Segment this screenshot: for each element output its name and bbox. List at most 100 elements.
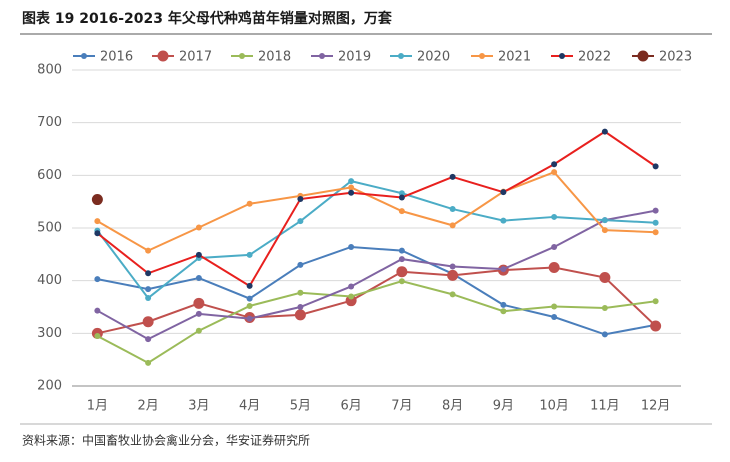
x-tick-label: 1月 — [87, 399, 108, 414]
series-line — [97, 245, 656, 336]
data-point — [500, 189, 507, 196]
data-point — [449, 206, 456, 213]
data-point — [294, 309, 306, 321]
data-point — [398, 190, 405, 197]
data-point — [246, 200, 253, 207]
data-point — [195, 327, 202, 334]
data-point — [246, 251, 253, 258]
data-point — [601, 128, 608, 135]
data-point — [398, 247, 405, 254]
data-point — [145, 359, 152, 366]
legend-label: 2017 — [179, 50, 212, 65]
data-point — [348, 178, 355, 185]
x-tick-label: 6月 — [340, 399, 361, 414]
legend-marker — [637, 50, 649, 62]
data-point — [348, 293, 355, 300]
data-point — [297, 289, 304, 296]
data-point — [398, 256, 405, 263]
x-tick-label: 9月 — [493, 399, 514, 414]
data-point — [195, 310, 202, 317]
x-tick-label: 8月 — [442, 399, 463, 414]
data-point — [348, 243, 355, 250]
data-point — [297, 304, 304, 310]
data-point — [195, 251, 202, 258]
data-point — [246, 295, 253, 302]
data-point — [94, 218, 101, 225]
data-point — [652, 207, 659, 214]
data-point — [551, 161, 558, 168]
data-point — [94, 230, 101, 237]
data-point — [650, 320, 662, 332]
y-tick-label: 200 — [37, 379, 62, 394]
y-tick-label: 300 — [37, 326, 62, 341]
data-point — [145, 286, 152, 293]
data-point — [551, 169, 558, 176]
data-point — [601, 227, 608, 234]
data-point — [447, 269, 459, 281]
y-tick-label: 500 — [37, 221, 62, 236]
series-line — [96, 280, 656, 364]
data-point — [551, 314, 558, 321]
x-tick-label: 10月 — [539, 399, 569, 414]
data-point — [246, 315, 253, 322]
legend-marker — [157, 50, 169, 62]
series-line — [97, 266, 657, 335]
legend-label: 2022 — [578, 50, 611, 65]
data-point — [449, 173, 456, 180]
x-tick-label: 5月 — [290, 399, 311, 414]
data-point — [601, 305, 608, 312]
data-point — [398, 208, 405, 215]
y-tick-label: 400 — [37, 273, 62, 288]
legend-label: 2021 — [498, 50, 531, 65]
data-point — [145, 270, 152, 277]
chart-title: 图表 19 2016-2023 年父母代种鸡苗年销量对照图，万套 — [22, 10, 392, 27]
legend-marker — [559, 53, 565, 59]
legend-marker — [81, 53, 87, 59]
data-point — [449, 291, 456, 298]
y-tick-label: 600 — [37, 168, 62, 183]
legend-marker — [239, 53, 245, 59]
data-point — [551, 303, 558, 310]
data-point — [193, 297, 205, 309]
data-point — [246, 282, 253, 289]
x-tick-label: 3月 — [188, 399, 209, 414]
x-tick-label: 12月 — [641, 399, 671, 414]
data-point — [551, 243, 558, 250]
data-point — [500, 301, 507, 308]
series-line — [96, 209, 656, 341]
data-point — [500, 217, 507, 224]
x-tick-label: 2月 — [137, 399, 158, 414]
data-point — [398, 194, 405, 201]
y-tick-label: 800 — [37, 63, 62, 78]
data-point — [652, 163, 659, 170]
data-point — [396, 266, 408, 278]
data-point — [145, 295, 152, 302]
data-point — [195, 224, 202, 231]
data-point — [145, 247, 152, 254]
data-point — [500, 266, 507, 273]
data-point — [348, 283, 355, 290]
data-point — [145, 336, 152, 343]
legend-label: 2018 — [258, 50, 291, 65]
y-tick-label: 700 — [37, 115, 62, 130]
data-point — [548, 262, 560, 273]
data-point — [398, 278, 405, 285]
data-point — [195, 275, 202, 282]
data-point — [551, 213, 558, 220]
legend-label: 2019 — [338, 50, 371, 65]
legend-marker — [398, 53, 404, 59]
data-point — [94, 307, 101, 314]
x-tick-label: 7月 — [391, 399, 412, 414]
legend-marker — [319, 53, 325, 59]
x-tick-label: 11月 — [590, 399, 620, 414]
data-point — [652, 229, 659, 236]
data-point — [348, 184, 355, 191]
data-point — [652, 219, 659, 226]
legend-label: 2016 — [100, 50, 133, 65]
legend-marker — [479, 53, 485, 59]
data-point — [142, 316, 154, 328]
series-line — [96, 180, 656, 300]
data-point — [449, 222, 456, 229]
